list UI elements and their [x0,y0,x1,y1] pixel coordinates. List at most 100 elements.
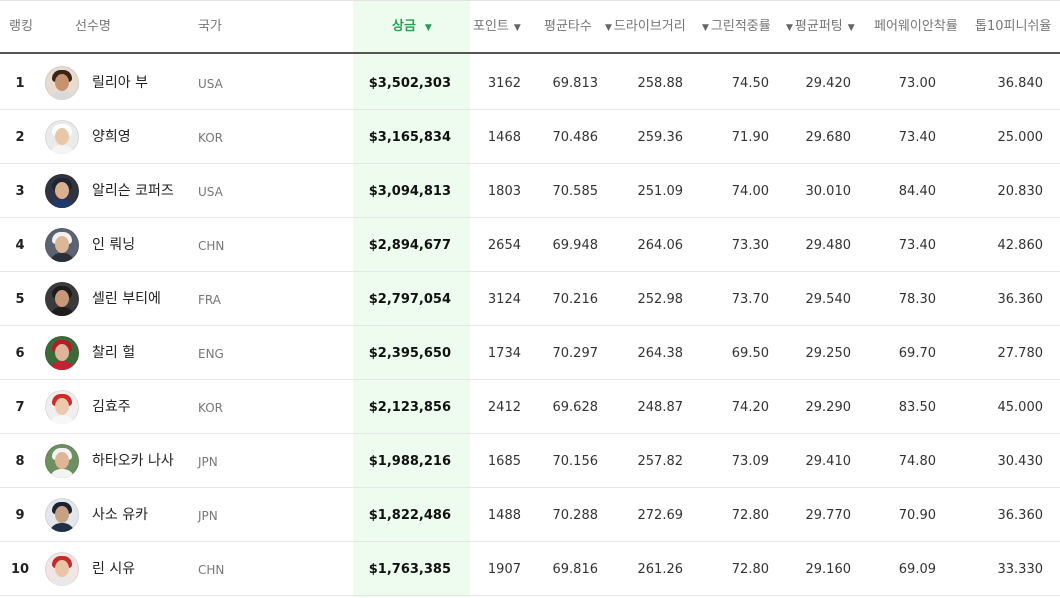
player-name[interactable]: 하타오카 나사 [92,453,174,469]
rank-cell: 6 [15,346,25,361]
player-name[interactable]: 사소 유카 [92,507,148,523]
player-avatar[interactable] [45,336,79,370]
country-cell: JPN [198,455,218,469]
player-avatar[interactable] [45,228,79,262]
column-header-label: 랭킹 [9,19,33,34]
avatar-face [55,182,69,199]
column-header-top10-finish[interactable]: 톱10피니쉬율 [975,1,1051,53]
top10-finish-cell: 20.830 [997,184,1044,199]
column-header-drive-distance[interactable]: ▼ 드라이브거리 [605,1,686,53]
player-avatar[interactable] [45,282,79,316]
player-avatar[interactable] [45,444,79,478]
fairway-accuracy-cell: 73.40 [898,238,936,253]
table-row[interactable]: 5 셀린 부티에 FRA $2,797,054 3124 70.216 252.98 73.7… [0,272,1060,326]
prize-cell: $1,822,486 [368,508,451,523]
fairway-accuracy-cell: 69.70 [898,346,936,361]
top10-finish-cell: 42.860 [997,238,1044,253]
country-cell: USA [198,185,223,199]
player-name[interactable]: 양희영 [92,129,131,145]
points-cell: 3162 [487,76,521,91]
table-row[interactable]: 10 린 시유 CHN $1,763,385 1907 69.816 261.26 72.80… [0,542,1060,596]
avg-score-cell: 70.216 [552,292,599,307]
avatar-face [55,290,69,307]
player-name[interactable]: 찰리 헐 [92,345,136,361]
column-header-avg-score[interactable]: 평균타수 [544,1,592,53]
table-row[interactable]: 8 하타오카 나사 JPN $1,988,216 1685 70.156 257.82 73.… [0,434,1060,488]
avg-putting-cell: 29.680 [805,130,852,145]
player-name[interactable]: 김효주 [92,399,131,415]
table-row[interactable]: 9 사소 유카 JPN $1,822,486 1488 70.288 272.69 72.80… [0,488,1060,542]
country-cell: CHN [198,239,225,253]
fairway-accuracy-cell: 73.40 [898,130,936,145]
top10-finish-cell: 36.360 [997,508,1044,523]
rank-cell: 5 [15,292,25,307]
top10-finish-cell: 33.330 [997,562,1044,577]
prize-column-highlight [353,0,470,597]
column-header-fairway-accuracy[interactable]: 페어웨이안착률 [874,1,958,53]
avg-putting-cell: 29.540 [805,292,852,307]
avg-putting-cell: 29.160 [805,562,852,577]
drive-distance-cell: 264.38 [637,346,684,361]
rank-cell: 4 [15,238,25,253]
drive-distance-cell: 259.36 [637,130,684,145]
points-cell: 2654 [487,238,521,253]
avg-score-cell: 69.628 [552,400,599,415]
player-avatar[interactable] [45,174,79,208]
prize-cell: $3,165,834 [368,130,451,145]
player-avatar[interactable] [45,552,79,586]
player-name[interactable]: 인 뤄닝 [92,237,136,253]
green-in-regulation-cell: 74.50 [731,76,769,91]
column-header-green-in-regulation[interactable]: ▼ 그린적중률 [702,1,771,53]
player-name[interactable]: 알리슨 코퍼즈 [92,183,174,199]
table-row[interactable]: 4 인 뤄닝 CHN $2,894,677 2654 69.948 264.06 73.30 2… [0,218,1060,272]
drive-distance-cell: 258.88 [637,76,684,91]
country-cell: CHN [198,563,225,577]
column-header-label: 페어웨이안착률 [874,19,958,34]
green-in-regulation-cell: 69.50 [731,346,769,361]
rank-cell: 2 [15,130,25,145]
table-row[interactable]: 2 양희영 KOR $3,165,834 1468 70.486 259.36 71.90 29… [0,110,1060,164]
column-header-rank[interactable]: 랭킹 [9,1,33,53]
player-avatar[interactable] [45,120,79,154]
column-header-country[interactable]: 국가 [198,1,222,53]
avatar-body [49,145,75,154]
column-header-player[interactable]: 선수명 [75,1,111,53]
column-header-label: 톱10피니쉬율 [975,19,1052,34]
fairway-accuracy-cell: 78.30 [898,292,936,307]
table-row[interactable]: 6 찰리 헐 ENG $2,395,650 1734 70.297 264.38 69.50 2… [0,326,1060,380]
points-cell: 2412 [487,400,521,415]
green-in-regulation-cell: 73.09 [731,454,769,469]
country-cell: KOR [198,401,223,415]
player-avatar[interactable] [45,390,79,424]
avg-putting-cell: 29.250 [805,346,852,361]
table-row[interactable]: 1 릴리아 부 USA $3,502,303 3162 69.813 258.88 74.50… [0,56,1060,110]
points-cell: 1488 [487,508,521,523]
column-header-points[interactable]: 포인트 ▼ [473,1,521,53]
top10-finish-cell: 36.360 [997,292,1044,307]
avatar-face [55,398,69,415]
avatar-face [55,236,69,253]
prize-cell: $3,502,303 [368,76,451,91]
player-name[interactable]: 릴리아 부 [92,75,148,91]
player-avatar[interactable] [45,498,79,532]
column-header-label: 선수명 [75,19,111,34]
prize-cell: $1,988,216 [368,454,451,469]
table-row[interactable]: 3 알리슨 코퍼즈 USA $3,094,813 1803 70.585 251.09 74.… [0,164,1060,218]
avg-putting-cell: 30.010 [805,184,852,199]
avatar-body [49,577,75,586]
top10-finish-cell: 45.000 [997,400,1044,415]
top10-finish-cell: 30.430 [997,454,1044,469]
table-row[interactable]: 7 김효주 KOR $2,123,856 2412 69.628 248.87 74.20 29… [0,380,1060,434]
column-header-prize[interactable]: 상금 ▼ [392,1,432,53]
player-name[interactable]: 셀린 부티에 [92,291,161,307]
avatar-face [55,506,69,523]
player-avatar[interactable] [45,66,79,100]
country-cell: KOR [198,131,223,145]
player-name[interactable]: 린 시유 [92,561,136,577]
sort-down-icon: ▼ [702,23,709,33]
drive-distance-cell: 248.87 [637,400,684,415]
column-header-avg-putting[interactable]: ▼ 평균퍼팅 ▼ [786,1,855,53]
fairway-accuracy-cell: 70.90 [898,508,936,523]
points-cell: 1734 [487,346,521,361]
top10-finish-cell: 27.780 [997,346,1044,361]
